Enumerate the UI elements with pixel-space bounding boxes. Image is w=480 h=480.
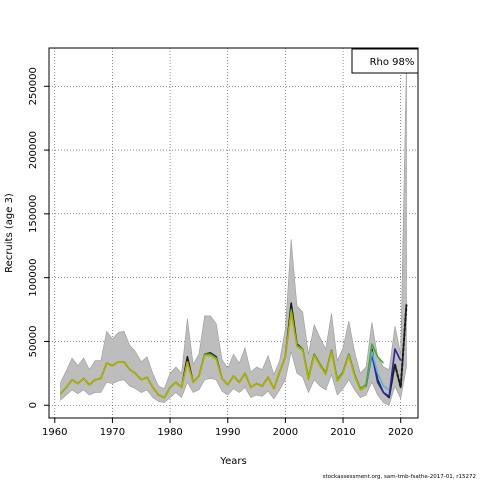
series-lines xyxy=(59,302,408,399)
confidence-band xyxy=(60,60,407,406)
x-tick-label: 1980 xyxy=(157,427,182,438)
x-tick-label: 1960 xyxy=(42,427,67,438)
y-tick-label: 150000 xyxy=(28,195,39,233)
footer-text: stockassessment.org, sam-tmb-fsathe-2017… xyxy=(323,474,476,480)
y-tick-label: 100000 xyxy=(28,259,39,297)
y-tick-label: 50000 xyxy=(28,326,39,358)
plot-frame xyxy=(48,47,419,419)
legend-box xyxy=(351,48,419,74)
y-tick-label: 200000 xyxy=(28,131,39,169)
series-line-6 xyxy=(393,304,408,389)
series-line-5 xyxy=(59,311,367,399)
legend: Rho 98% xyxy=(351,48,419,74)
legend-text: Rho 98% xyxy=(370,57,415,68)
x-tick-label: 1990 xyxy=(215,427,240,438)
y-tick-label: 0 xyxy=(28,402,39,408)
x-tick-label: 1970 xyxy=(100,427,125,438)
y-axis: 0 50000 100000 150000 200000 250000 xyxy=(28,67,49,408)
x-tick-label: 2020 xyxy=(388,427,413,438)
x-tick-label: 2010 xyxy=(330,427,355,438)
x-axis-label: Years xyxy=(219,456,246,467)
x-axis: 1960 1970 1980 1990 2000 2010 2020 xyxy=(42,418,413,438)
x-tick-label: 2000 xyxy=(273,427,298,438)
y-tick-label: 250000 xyxy=(28,67,39,105)
y-axis-label: Recruits (age 3) xyxy=(4,193,15,273)
